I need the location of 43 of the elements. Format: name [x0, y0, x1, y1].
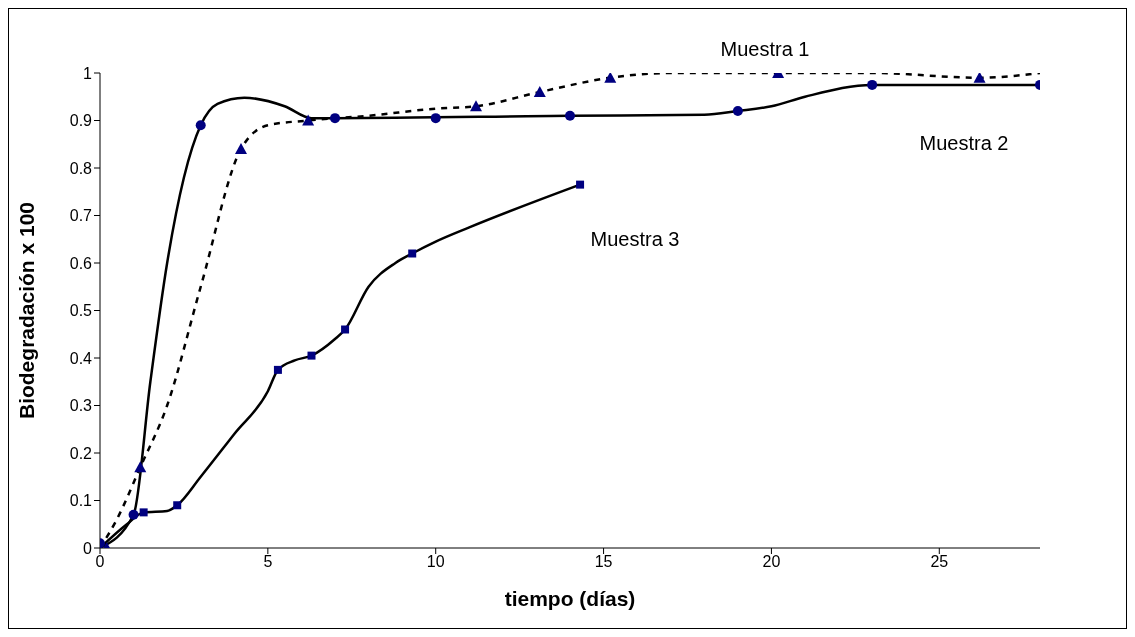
y-tick-label: 1 — [83, 64, 93, 82]
point — [134, 461, 147, 473]
annotation: Muestra 3 — [590, 228, 680, 250]
text: Muestra 1 — [720, 38, 810, 60]
point — [533, 86, 546, 97]
point — [867, 79, 878, 90]
y-tick-label: 0.1 — [69, 492, 93, 510]
point — [235, 143, 247, 154]
x-tick-label: 10 — [426, 553, 445, 571]
point — [576, 180, 585, 189]
point — [470, 100, 482, 112]
x-tick-label: 0 — [95, 553, 105, 571]
point — [330, 113, 340, 124]
point — [139, 508, 148, 517]
y-axis-title: Biodegradación x 100 — [15, 201, 39, 420]
x-tick-label: 20 — [762, 553, 781, 571]
y-tick-label: 0.5 — [69, 302, 93, 320]
point — [604, 73, 617, 83]
point — [128, 509, 139, 520]
point — [973, 73, 986, 83]
point — [307, 351, 316, 360]
point — [408, 249, 417, 258]
y-tick-label: 0.7 — [69, 207, 93, 225]
y-tick-label: 0.9 — [69, 112, 93, 130]
x-tick-label: 15 — [594, 553, 613, 571]
y-tick-label: 0 — [83, 539, 93, 557]
x-tick-label: 5 — [263, 553, 273, 571]
x-tick-label: 25 — [930, 553, 949, 571]
point — [430, 113, 441, 124]
y-tick-label: 0.8 — [69, 159, 93, 177]
y-tick-label: 0.6 — [69, 254, 93, 272]
annotation: Muestra 2 — [919, 132, 1009, 154]
y-tick-label: 0.3 — [69, 397, 93, 415]
point — [732, 106, 743, 116]
y-tick-label: 0.4 — [69, 349, 93, 367]
point — [302, 114, 315, 126]
point — [565, 110, 575, 121]
y-tick-label: 0.2 — [69, 444, 93, 462]
point — [195, 120, 206, 131]
point — [173, 501, 182, 510]
point — [341, 325, 350, 334]
x-axis-title: tiempo (días) — [504, 587, 636, 610]
point — [273, 365, 282, 374]
